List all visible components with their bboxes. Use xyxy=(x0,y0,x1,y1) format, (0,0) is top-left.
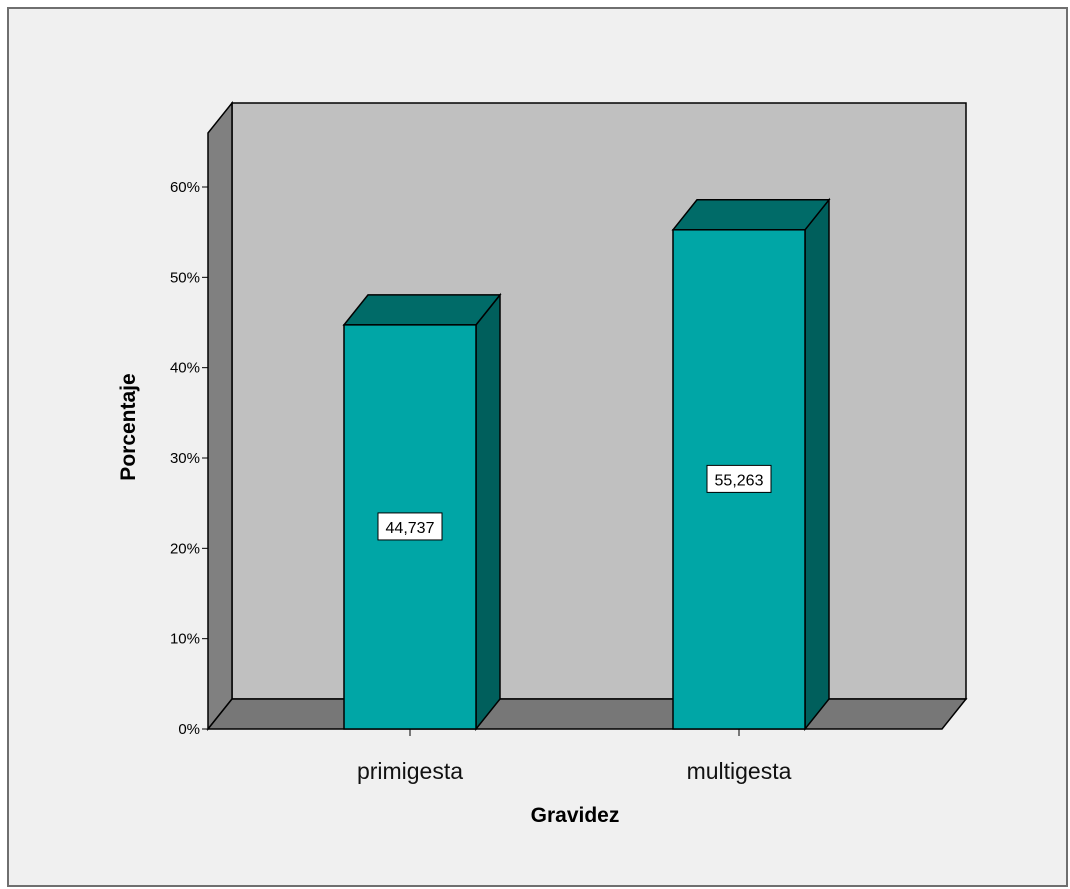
bar-top xyxy=(671,199,831,231)
bar xyxy=(343,324,477,730)
x-tick-label: multigesta xyxy=(687,758,792,784)
y-tick-label: 10% xyxy=(170,631,200,648)
bar-side xyxy=(804,197,830,732)
y-tick-label: 30% xyxy=(170,450,200,467)
y-tick-label: 60% xyxy=(170,179,200,196)
back-wall xyxy=(231,102,967,700)
y-tick-label: 40% xyxy=(170,360,200,377)
data-label-box xyxy=(706,464,772,493)
y-axis-title: Porcentaje xyxy=(117,373,140,480)
data-label-box xyxy=(377,512,443,541)
data-label: 44,737 xyxy=(386,520,435,537)
data-label: 55,263 xyxy=(715,472,764,489)
chart-frame: 0% 10% 20% 30% 40% 50% 60% 44,737 primigesta 55,… xyxy=(7,7,1068,887)
bar-side xyxy=(475,292,501,732)
x-axis-title: Gravidez xyxy=(531,804,620,827)
bar-top xyxy=(342,294,502,326)
y-tick-label: 50% xyxy=(170,269,200,286)
y-tick-label: 0% xyxy=(178,721,200,738)
left-wall xyxy=(207,100,233,732)
x-tick-label: primigesta xyxy=(357,758,463,784)
floor xyxy=(206,698,968,730)
y-tick-label: 20% xyxy=(170,540,200,557)
bar-chart: 0% 10% 20% 30% 40% 50% 60% 44,737 primigesta 55,… xyxy=(117,100,968,827)
